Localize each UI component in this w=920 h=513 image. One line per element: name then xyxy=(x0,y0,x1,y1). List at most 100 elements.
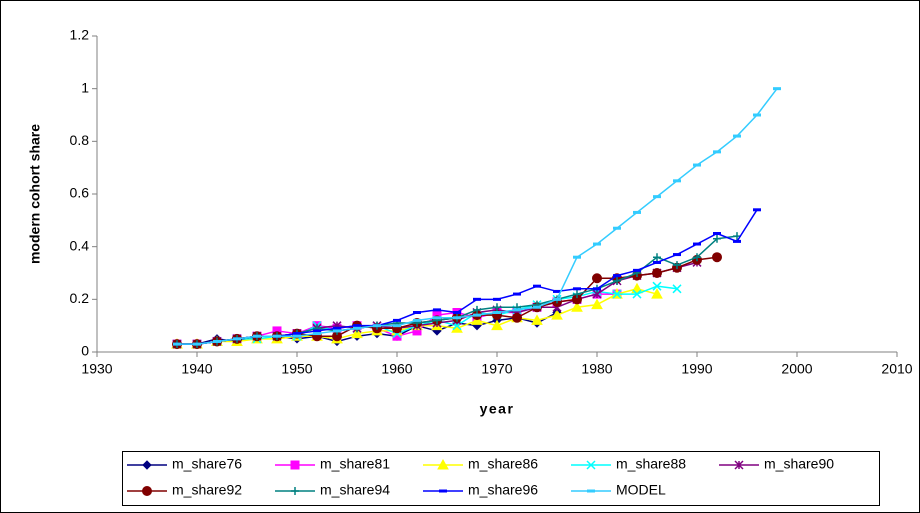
marker xyxy=(713,234,721,243)
legend-label: MODEL xyxy=(616,482,666,498)
marker xyxy=(142,486,152,496)
marker xyxy=(473,305,481,314)
marker xyxy=(592,273,602,284)
y-tick-label: 0.2 xyxy=(70,290,90,306)
marker xyxy=(693,242,701,246)
x-tick-label: 1990 xyxy=(681,361,712,377)
marker xyxy=(290,460,300,470)
marker xyxy=(673,253,681,257)
x-tick-label: 1980 xyxy=(581,361,612,377)
legend-label: m_share81 xyxy=(320,456,390,472)
marker xyxy=(437,458,449,470)
marker xyxy=(513,308,521,312)
marker xyxy=(433,308,441,312)
marker xyxy=(652,268,662,278)
x-tick-label: 1940 xyxy=(181,361,212,377)
marker xyxy=(439,489,447,493)
marker xyxy=(653,195,661,199)
marker xyxy=(531,314,543,325)
marker xyxy=(593,242,601,246)
marker xyxy=(591,298,603,310)
marker xyxy=(713,232,721,235)
marker xyxy=(413,311,421,314)
y-tick-label: 1.2 xyxy=(70,27,90,43)
marker xyxy=(693,253,701,262)
x-tick-label: 2010 xyxy=(881,361,912,377)
marker xyxy=(672,284,682,294)
marker xyxy=(193,342,201,346)
marker xyxy=(142,460,152,470)
marker xyxy=(586,460,596,470)
marker xyxy=(753,208,761,212)
marker xyxy=(633,210,641,214)
y-axis-title: modern cohort share xyxy=(27,124,43,264)
marker xyxy=(533,305,541,309)
marker xyxy=(493,303,501,312)
x-tick-label: 1970 xyxy=(481,361,512,377)
marker xyxy=(213,339,221,343)
marker xyxy=(593,287,601,291)
marker xyxy=(273,334,281,338)
marker xyxy=(513,292,521,296)
marker xyxy=(393,318,401,322)
marker xyxy=(551,309,563,320)
marker xyxy=(293,334,301,338)
x-tick-label: 1950 xyxy=(281,361,312,377)
marker xyxy=(613,276,621,285)
marker xyxy=(453,311,461,314)
y-tick-label: 0.6 xyxy=(70,185,90,201)
marker xyxy=(632,289,642,299)
marker xyxy=(353,326,361,330)
x-axis-title: year xyxy=(480,401,515,417)
marker xyxy=(653,260,661,264)
marker xyxy=(587,489,595,493)
y-tick-label: 0 xyxy=(81,343,89,359)
legend-label: m_share96 xyxy=(468,482,538,498)
marker xyxy=(653,253,661,262)
marker xyxy=(753,113,761,117)
marker xyxy=(533,284,541,288)
marker xyxy=(573,255,581,259)
series xyxy=(173,87,781,346)
legend-box xyxy=(122,451,880,506)
marker xyxy=(553,297,561,301)
marker xyxy=(512,312,522,323)
marker xyxy=(333,326,341,330)
marker xyxy=(173,342,181,346)
x-tick-label: 2000 xyxy=(781,361,812,377)
marker xyxy=(633,268,641,272)
y-tick-label: 1 xyxy=(81,79,89,95)
legend-label: m_share90 xyxy=(764,456,834,472)
marker xyxy=(733,134,741,138)
legend-label: m_share86 xyxy=(468,456,538,472)
marker xyxy=(393,324,401,328)
marker xyxy=(493,297,501,301)
marker xyxy=(673,261,681,270)
x-tick-label: 1960 xyxy=(381,361,412,377)
marker xyxy=(673,179,681,183)
marker xyxy=(293,332,301,336)
marker xyxy=(353,324,361,328)
marker xyxy=(773,87,781,91)
marker xyxy=(651,288,663,299)
legend-label: m_share88 xyxy=(616,456,686,472)
marker xyxy=(373,324,381,328)
y-tick-label: 0.8 xyxy=(70,132,90,148)
marker xyxy=(734,460,744,470)
marker xyxy=(333,329,341,333)
marker xyxy=(733,239,741,243)
marker xyxy=(573,290,581,299)
marker xyxy=(233,337,241,341)
marker xyxy=(491,319,503,331)
marker xyxy=(351,327,363,339)
marker xyxy=(612,289,622,299)
marker xyxy=(413,318,421,322)
marker xyxy=(473,297,481,301)
legend-label: m_share94 xyxy=(320,482,390,498)
marker xyxy=(453,316,461,320)
marker xyxy=(291,487,299,495)
marker xyxy=(253,334,261,338)
marker xyxy=(473,313,481,317)
